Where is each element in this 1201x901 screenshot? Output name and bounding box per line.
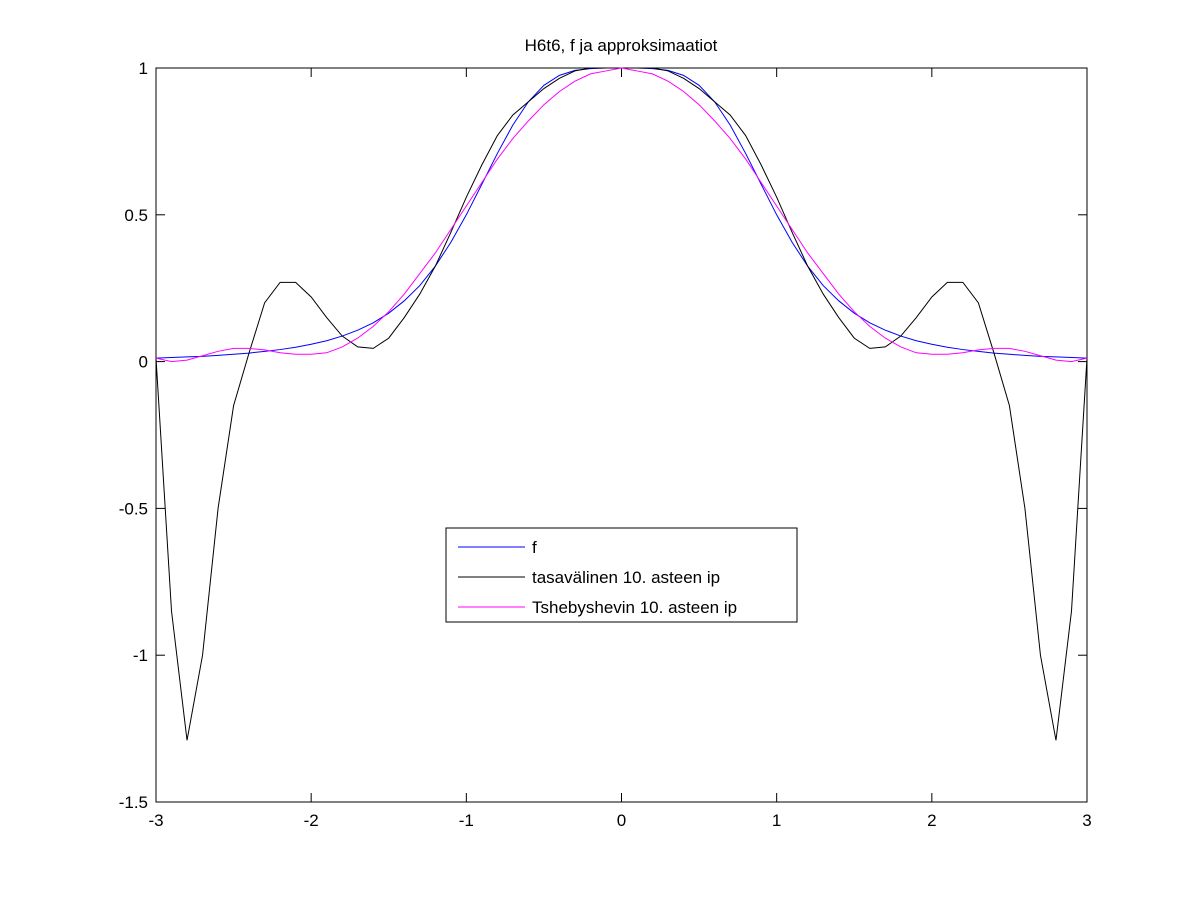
plot-area [155,67,1088,803]
y-tick-label: 0.5 [124,206,148,225]
legend-label: tasavälinen 10. asteen ip [532,568,720,587]
x-tick-label: -3 [148,811,163,830]
y-tick-label: -1.5 [119,793,148,812]
chart-title: H6t6, f ja approksimaatiot [525,36,718,55]
x-tick-label: 1 [772,811,781,830]
legend-label: f [532,538,537,557]
y-tick-label: 0 [139,353,148,372]
x-tick-label: 2 [927,811,936,830]
x-tick-label: 3 [1082,811,1091,830]
legend: f tasavälinen 10. asteen ip Tshebyshevin 1… [445,527,798,623]
x-tick-label: -2 [304,811,319,830]
y-tick-label: 1 [139,59,148,78]
x-tick-label: -1 [459,811,474,830]
series-line [155,67,1088,363]
legend-box [445,527,798,623]
y-tick-label: -1 [133,646,148,665]
x-tick-label: 0 [617,811,626,830]
y-tick-label: -0.5 [119,499,148,518]
legend-label: Tshebyshevin 10. asteen ip [532,598,737,617]
